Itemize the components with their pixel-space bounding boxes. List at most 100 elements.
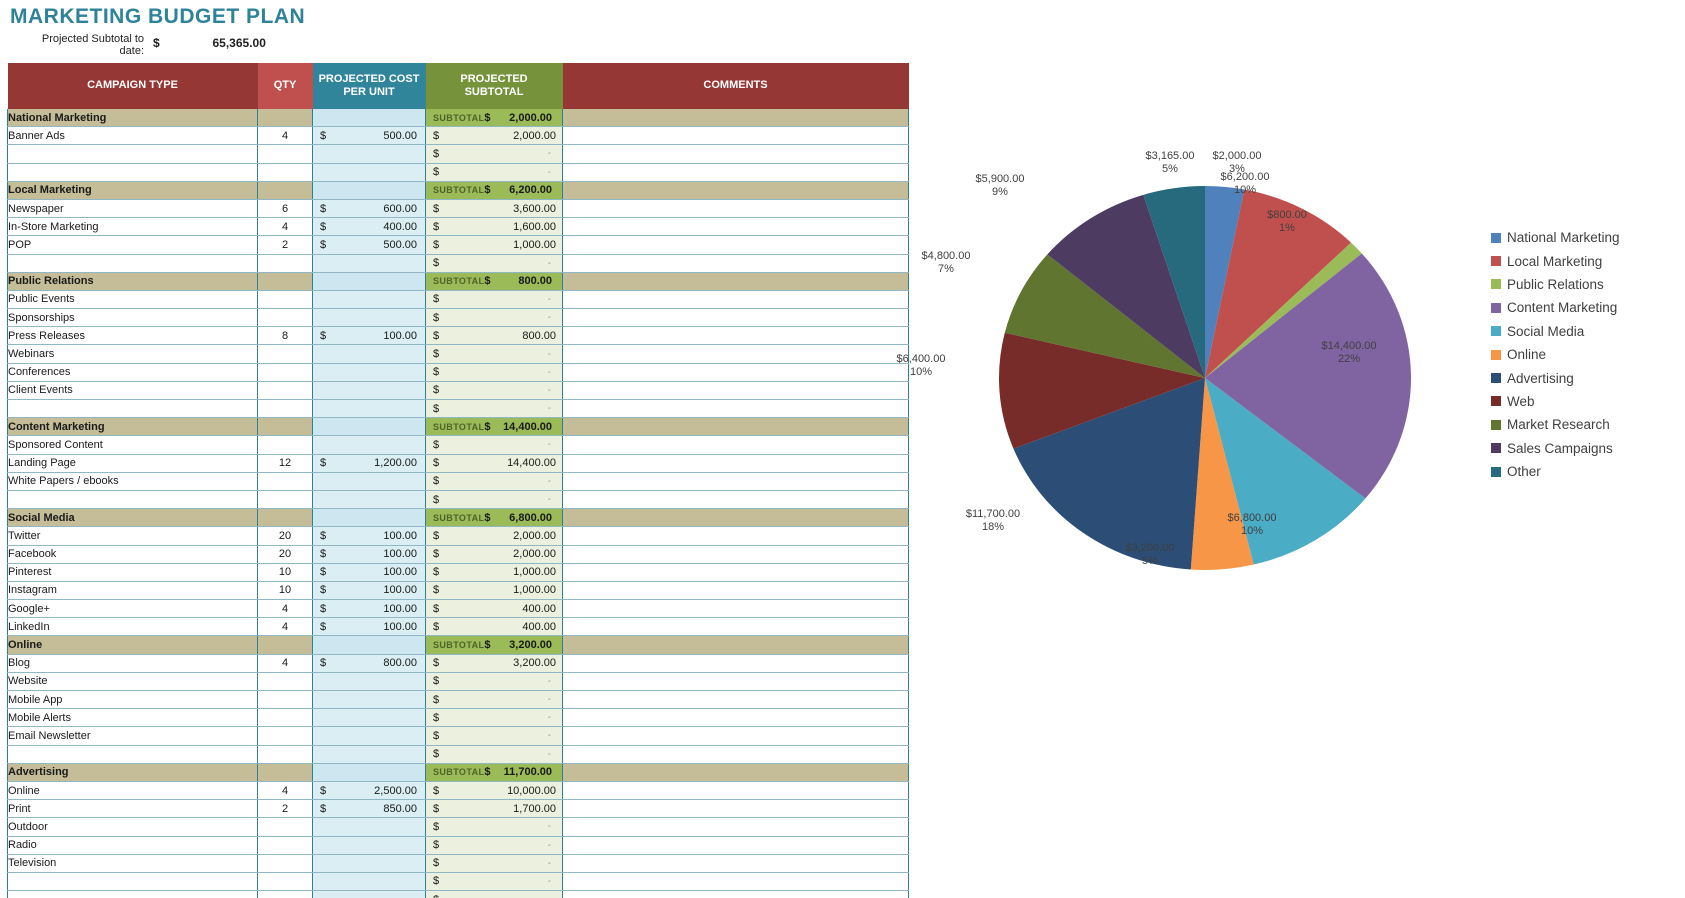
cell-campaign[interactable]: Twitter xyxy=(7,526,258,546)
cell-section-name[interactable]: Local Marketing xyxy=(7,180,258,200)
cell-campaign[interactable] xyxy=(7,744,258,764)
legend-item-online[interactable]: Online xyxy=(1491,343,1620,366)
cell-campaign[interactable]: Outdoor xyxy=(7,817,258,837)
cell-cost[interactable] xyxy=(312,289,426,310)
cell-comments[interactable] xyxy=(562,544,909,564)
cell-cost[interactable] xyxy=(312,762,426,782)
cell-subtotal[interactable]: $- xyxy=(425,380,563,401)
cell-campaign[interactable] xyxy=(7,871,258,892)
cell-qty[interactable] xyxy=(257,435,313,455)
cell-subtotal[interactable]: $1,700.00 xyxy=(425,799,563,819)
cell-campaign[interactable]: Online xyxy=(7,780,258,801)
header-campaign-type[interactable]: CAMPAIGN TYPE xyxy=(7,62,258,109)
cell-cost[interactable]: $600.00 xyxy=(312,198,426,219)
cell-cost[interactable]: $800.00 xyxy=(312,653,426,673)
cell-qty[interactable] xyxy=(257,144,313,164)
cell-section-subtotal[interactable]: SUBTOTAL $6,800.00 xyxy=(425,508,563,528)
cell-subtotal[interactable]: $2,000.00 xyxy=(425,126,563,146)
cell-qty[interactable]: 10 xyxy=(257,580,313,601)
header-comments[interactable]: COMMENTS xyxy=(562,62,909,109)
legend-item-advertising[interactable]: Advertising xyxy=(1491,366,1620,389)
pie-slice-social-media[interactable] xyxy=(1205,378,1366,565)
cell-qty[interactable] xyxy=(257,471,313,491)
cell-section-name[interactable]: Advertising xyxy=(7,762,258,782)
cell-subtotal[interactable]: $2,000.00 xyxy=(425,526,563,546)
cell-comments[interactable] xyxy=(562,308,909,328)
cell-cost[interactable]: $1,200.00 xyxy=(312,453,426,473)
cell-comments[interactable] xyxy=(562,580,909,601)
cell-campaign[interactable]: Press Releases xyxy=(7,326,258,346)
cell-comments[interactable] xyxy=(562,744,909,764)
cell-cost[interactable] xyxy=(312,144,426,164)
cell-campaign[interactable]: Conferences xyxy=(7,362,258,382)
cell-subtotal[interactable]: $10,000.00 xyxy=(425,780,563,801)
cell-section-subtotal[interactable]: SUBTOTAL $800.00 xyxy=(425,271,563,291)
cell-subtotal[interactable]: $- xyxy=(425,489,563,510)
cell-campaign[interactable] xyxy=(7,489,258,510)
cell-qty[interactable] xyxy=(257,417,313,437)
cell-comments[interactable] xyxy=(562,289,909,310)
cell-subtotal[interactable]: $1,000.00 xyxy=(425,562,563,582)
cell-cost[interactable] xyxy=(312,471,426,491)
cell-qty[interactable]: 4 xyxy=(257,617,313,637)
cell-comments[interactable] xyxy=(562,817,909,837)
cell-campaign[interactable]: Email Newsletter xyxy=(7,726,258,746)
pie-slice-public-relations[interactable] xyxy=(1205,242,1362,378)
cell-campaign[interactable]: Mobile Alerts xyxy=(7,708,258,728)
cell-cost[interactable] xyxy=(312,671,426,692)
cell-qty[interactable] xyxy=(257,398,313,419)
cell-qty[interactable]: 4 xyxy=(257,599,313,619)
cell-cost[interactable] xyxy=(312,253,426,273)
cell-subtotal[interactable]: $14,400.00 xyxy=(425,453,563,473)
legend-item-web[interactable]: Web xyxy=(1491,390,1620,413)
cell-cost[interactable] xyxy=(312,489,426,510)
cell-subtotal[interactable]: $3,200.00 xyxy=(425,653,563,673)
cell-comments[interactable] xyxy=(562,799,909,819)
header-projected-cost[interactable]: PROJECTED COST PER UNIT xyxy=(312,62,426,109)
cell-qty[interactable] xyxy=(257,271,313,291)
cell-subtotal[interactable]: $1,000.00 xyxy=(425,235,563,255)
cell-subtotal[interactable]: $- xyxy=(425,362,563,382)
pie-slice-content-marketing[interactable] xyxy=(1205,253,1411,499)
cell-cost[interactable] xyxy=(312,398,426,419)
cell-cost[interactable]: $100.00 xyxy=(312,562,426,582)
cell-qty[interactable]: 4 xyxy=(257,217,313,237)
cell-campaign[interactable]: Newspaper xyxy=(7,198,258,219)
cell-qty[interactable] xyxy=(257,762,313,782)
cell-campaign[interactable] xyxy=(7,398,258,419)
cell-subtotal[interactable]: $- xyxy=(425,308,563,328)
cell-section-subtotal[interactable]: SUBTOTAL $3,200.00 xyxy=(425,635,563,655)
cell-comments[interactable] xyxy=(562,162,909,182)
cell-qty[interactable] xyxy=(257,107,313,128)
cell-subtotal[interactable]: $- xyxy=(425,853,563,873)
cell-subtotal[interactable]: $- xyxy=(425,744,563,764)
cell-qty[interactable] xyxy=(257,180,313,200)
cell-qty[interactable] xyxy=(257,890,313,898)
pie-slice-market-research[interactable] xyxy=(1004,254,1205,378)
cell-cost[interactable] xyxy=(312,107,426,128)
cell-subtotal[interactable]: $- xyxy=(425,708,563,728)
cell-cost[interactable] xyxy=(312,380,426,401)
cell-cost[interactable] xyxy=(312,271,426,291)
cell-comments[interactable] xyxy=(562,107,909,128)
cell-comments[interactable] xyxy=(562,271,909,291)
pie-slice-other[interactable] xyxy=(1143,186,1205,378)
pie-slice-web[interactable] xyxy=(999,332,1205,449)
header-projected-subtotal[interactable]: PROJECTED SUBTOTAL xyxy=(425,62,563,109)
cell-subtotal[interactable]: $2,000.00 xyxy=(425,544,563,564)
cell-campaign[interactable] xyxy=(7,253,258,273)
legend-item-public-relations[interactable]: Public Relations xyxy=(1491,273,1620,296)
cell-cost[interactable] xyxy=(312,871,426,892)
cell-comments[interactable] xyxy=(562,180,909,200)
cell-campaign[interactable]: Instagram xyxy=(7,580,258,601)
cell-section-subtotal[interactable]: SUBTOTAL $6,200.00 xyxy=(425,180,563,200)
cell-campaign[interactable]: Sponsored Content xyxy=(7,435,258,455)
cell-cost[interactable] xyxy=(312,308,426,328)
cell-comments[interactable] xyxy=(562,780,909,801)
cell-subtotal[interactable]: $400.00 xyxy=(425,599,563,619)
cell-subtotal[interactable]: $400.00 xyxy=(425,617,563,637)
cell-comments[interactable] xyxy=(562,126,909,146)
cell-comments[interactable] xyxy=(562,471,909,491)
cell-section-name[interactable]: Content Marketing xyxy=(7,417,258,437)
cell-subtotal[interactable]: $- xyxy=(425,817,563,837)
